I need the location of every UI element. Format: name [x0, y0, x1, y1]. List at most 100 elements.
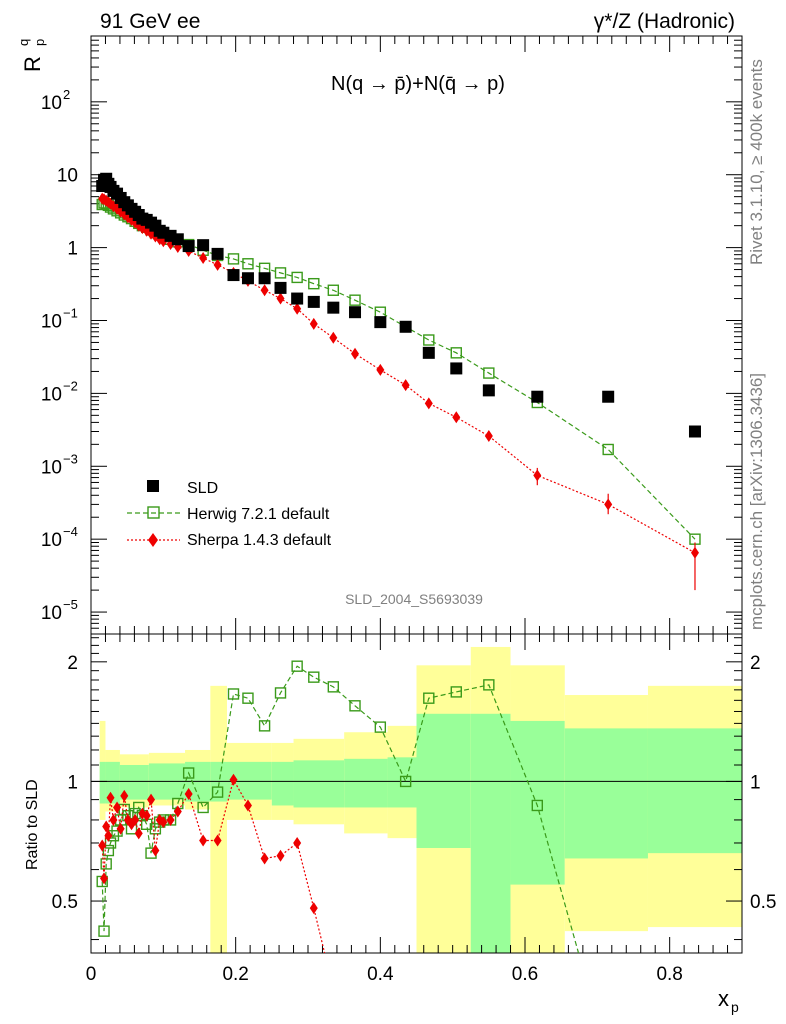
ratio-sherpa-point	[243, 799, 252, 812]
herwig-point	[227, 253, 240, 265]
sherpa-point	[424, 397, 433, 410]
band-inner-8	[293, 760, 345, 808]
ratio-sherpa-point	[166, 813, 175, 826]
ratio-sherpa-point	[104, 829, 113, 842]
y-tick-label-main-exp: −2	[63, 378, 78, 393]
y-label-main-base: R	[20, 56, 45, 72]
band-outer-5	[210, 685, 227, 953]
y-label-main-sub: p	[32, 39, 47, 46]
band-inner-15	[647, 728, 742, 854]
ratio-herwig-point	[242, 692, 254, 704]
ratio-sherpa-point	[229, 773, 238, 786]
ratio-sherpa-point	[142, 809, 151, 822]
ratio-herwig-point	[291, 660, 303, 672]
ratio-sherpa-point	[293, 836, 302, 849]
y-label-main-sup: q	[16, 39, 31, 46]
band-inner-10	[387, 757, 417, 808]
ratio-herwig-point	[258, 720, 271, 732]
y-tick-label-main-exp: 2	[63, 87, 70, 102]
y-tick-label-ratio: 1	[67, 772, 78, 793]
sld-point	[227, 269, 240, 282]
sherpa-point	[329, 331, 338, 344]
y-tick-label-main-exp: −3	[63, 451, 78, 466]
herwig-point	[308, 277, 320, 290]
herwig-point	[349, 294, 361, 306]
ratio-herwig-point	[227, 688, 240, 700]
y-tick-label-main: 10	[41, 384, 62, 405]
sld-point	[374, 316, 387, 329]
ratio-sherpa-point	[309, 902, 318, 915]
watermark: SLD_2004_S5693039	[345, 591, 483, 607]
sld-point	[688, 425, 701, 438]
header-left: 91 GeV ee	[100, 10, 200, 33]
x-axis-label: x	[718, 986, 729, 1011]
ratio-sherpa-point	[184, 787, 193, 800]
ratio-sherpa-point	[98, 839, 107, 852]
x-tick-label: 0.6	[512, 964, 538, 985]
band-inner-13	[510, 720, 565, 885]
ratio-herwig-point	[98, 925, 110, 937]
herwig-point	[274, 267, 287, 279]
herwig-point	[423, 334, 435, 346]
ratio-sherpa-point	[151, 844, 160, 857]
y-tick-label-main: 10	[41, 530, 62, 551]
ratio-herwig-point	[133, 801, 145, 814]
sherpa-point	[293, 302, 302, 315]
x-tick-label: 0.2	[222, 964, 248, 985]
y-axis-label-main: R q p	[16, 39, 47, 72]
herwig-point	[242, 258, 254, 270]
y-tick-label-ratio: 2	[67, 653, 78, 674]
ratio-sherpa-point	[276, 849, 285, 862]
ratio-sherpa-point	[100, 872, 109, 885]
ratio-sherpa-point	[199, 834, 208, 847]
y-tick-label-ratio-right: 1	[750, 772, 761, 793]
sld-point	[422, 346, 435, 359]
ratio-herwig-point	[374, 721, 387, 733]
sld-point	[182, 240, 195, 253]
ratio-sherpa-point	[173, 805, 182, 818]
ratio-herwig-point	[308, 671, 320, 683]
sld-point	[197, 239, 210, 252]
x-tick-label: 0.8	[656, 964, 682, 985]
ratio-herwig-point	[211, 786, 224, 798]
sherpa-point	[452, 411, 461, 424]
sherpa-point	[376, 363, 385, 376]
ratio-herwig-point	[531, 799, 543, 812]
y-tick-label-main-exp: −1	[63, 305, 78, 320]
ratio-herwig-point	[197, 801, 209, 814]
band-inner-9	[344, 758, 388, 808]
y-tick-label-main-exp: −4	[63, 524, 78, 539]
ratio-bands	[99, 646, 742, 953]
band-inner-14	[564, 728, 648, 859]
sherpa-point	[309, 317, 318, 330]
sherpa-point	[484, 430, 493, 443]
ratio-sherpa-point	[120, 789, 129, 802]
legend-label-herwig: Herwig 7.2.1 default	[187, 506, 330, 523]
side-label-top: Rivet 3.1.10, ≥ 400k events	[747, 59, 766, 265]
band-inner-7	[271, 761, 294, 806]
sld-point	[211, 247, 224, 260]
herwig-point	[327, 284, 340, 296]
sld-point	[399, 320, 412, 333]
sherpa-point	[276, 292, 285, 305]
ratio-sherpa-point	[113, 801, 122, 814]
ratio-herwig-point	[182, 767, 195, 779]
sherpa-point	[401, 379, 410, 392]
herwig-point	[450, 347, 462, 359]
sld-point	[291, 292, 304, 305]
sld-point	[171, 233, 184, 246]
ratio-sherpa-point	[106, 791, 115, 804]
y-tick-label-ratio: 0.5	[52, 892, 78, 913]
herwig-point	[374, 306, 387, 318]
sld-point	[258, 272, 271, 285]
ratio-herwig-point	[349, 700, 361, 712]
main-plot	[90, 35, 743, 635]
herwig-point	[483, 367, 495, 379]
sld-point	[450, 362, 463, 375]
legend-label-sherpa: Sherpa 1.4.3 default	[187, 532, 332, 549]
ratio-sherpa-point	[102, 820, 111, 833]
ratio-herwig-point	[274, 687, 287, 699]
ratio-sherpa-point	[260, 852, 269, 865]
